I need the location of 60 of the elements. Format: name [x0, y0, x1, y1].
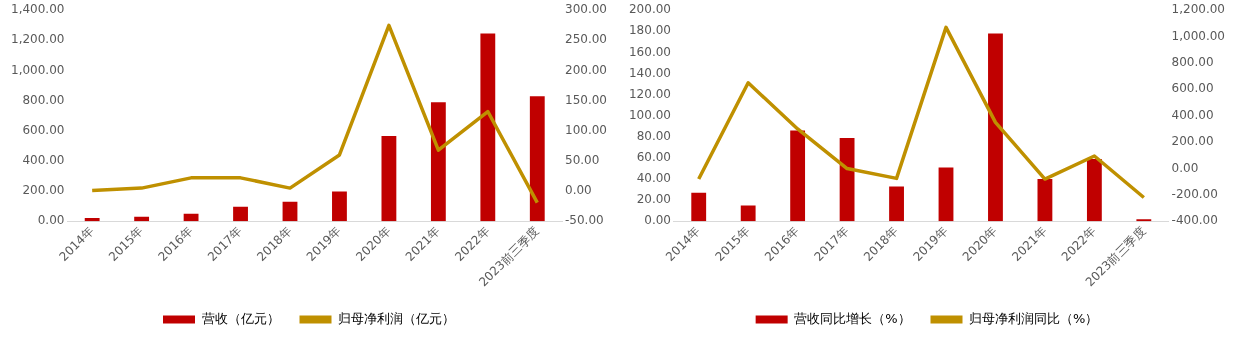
y2-tick-label: -50.00 — [565, 213, 604, 228]
y2-tick-label: 600.00 — [1171, 81, 1214, 96]
y2-tick-label: 300.00 — [565, 2, 608, 17]
y2-tick-label: 800.00 — [1171, 55, 1214, 70]
bar — [1037, 179, 1053, 222]
bar — [480, 33, 496, 222]
y2-tick-label: 250.00 — [565, 32, 608, 47]
y-tick-label: 20.00 — [636, 192, 671, 207]
y2-tick-label: 50.00 — [565, 153, 600, 168]
bar — [183, 213, 199, 222]
y-tick-label: 400.00 — [22, 153, 65, 168]
bar — [889, 186, 904, 222]
bar — [332, 191, 347, 222]
legend-label: 归母净利润（亿元） — [338, 310, 455, 326]
legend-label: 归母净利润同比（%） — [969, 310, 1099, 326]
bar — [134, 216, 150, 222]
bar — [1136, 219, 1152, 222]
y-tick-label: 120.00 — [628, 86, 671, 101]
y-tick-label: 80.00 — [636, 128, 671, 143]
y-tick-label: 200.00 — [22, 183, 65, 198]
y-tick-label: 140.00 — [628, 65, 671, 80]
y2-tick-label: 1,000.00 — [1171, 28, 1225, 43]
bar — [282, 201, 298, 222]
bar — [938, 167, 954, 222]
bar — [790, 130, 806, 222]
bar — [740, 205, 756, 222]
y2-tick-label: 200.00 — [1171, 134, 1214, 149]
bar — [988, 33, 1003, 222]
bar — [233, 206, 248, 222]
y-tick-label: 1,200.00 — [11, 32, 65, 47]
y-tick-label: 100.00 — [628, 107, 671, 122]
y-tick-label: 1,400.00 — [11, 2, 65, 17]
y2-tick-label: 150.00 — [565, 92, 608, 107]
bar — [381, 136, 397, 222]
y-tick-label: 180.00 — [628, 23, 671, 38]
y2-tick-label: 1,200.00 — [1171, 2, 1225, 17]
y-tick-label: 1,000.00 — [11, 62, 65, 77]
y2-tick-label: 100.00 — [565, 122, 608, 137]
y2-tick-label: 0.00 — [1171, 160, 1199, 175]
y-tick-label: 800.00 — [22, 92, 65, 107]
y-tick-label: 0.00 — [644, 213, 671, 228]
y-tick-label: 160.00 — [628, 44, 671, 59]
bar — [1086, 159, 1102, 222]
legend-label: 营收同比增长（%） — [794, 310, 911, 326]
y-tick-label: 60.00 — [636, 150, 671, 165]
y-tick-label: 40.00 — [636, 171, 671, 186]
y2-tick-label: -200.00 — [1171, 187, 1218, 202]
y-tick-label: 0.00 — [37, 213, 65, 228]
y2-tick-label: 400.00 — [1171, 107, 1214, 122]
bar — [84, 217, 100, 222]
y-tick-label: 200.00 — [628, 2, 671, 17]
bar — [691, 192, 707, 222]
y2-tick-label: 0.00 — [565, 183, 592, 198]
bar — [839, 137, 855, 222]
bar — [430, 102, 446, 222]
legend-label: 营收（亿元） — [201, 310, 280, 326]
y2-tick-label: -400.00 — [1171, 213, 1218, 228]
bar — [529, 96, 545, 222]
y-tick-label: 600.00 — [22, 122, 65, 137]
y2-tick-label: 200.00 — [565, 62, 608, 77]
